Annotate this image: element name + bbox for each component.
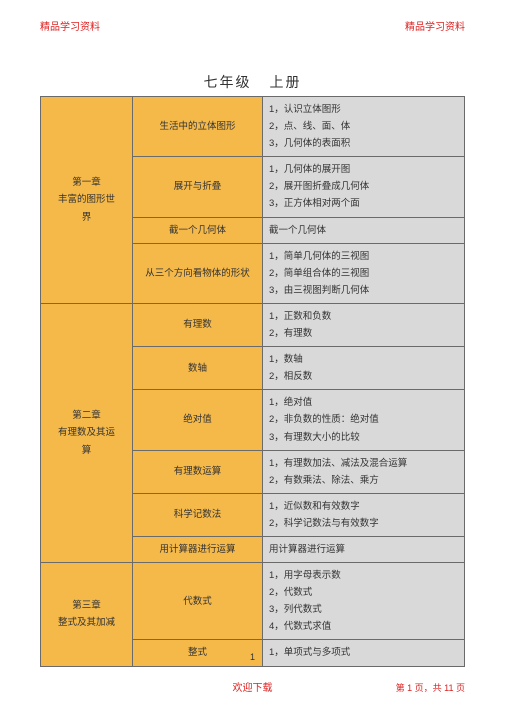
points-cell: 1，用字母表示数2，代数式3，列代数式4，代数式求值 xyxy=(263,563,465,640)
page-number: 1 xyxy=(0,652,505,662)
section-cell: 生活中的立体图形 xyxy=(133,97,263,157)
footer-right: 第 1 页，共 11 页 xyxy=(396,681,465,694)
section-cell: 截一个几何体 xyxy=(133,217,263,243)
section-cell: 绝对值 xyxy=(133,390,263,450)
points-cell: 截一个几何体 xyxy=(263,217,465,243)
points-cell: 1，正数和负数2，有理数 xyxy=(263,303,465,346)
chapter-cell: 第一章丰富的图形世界 xyxy=(41,97,133,304)
section-cell: 数轴 xyxy=(133,347,263,390)
title-grade: 七年级 xyxy=(204,74,252,90)
section-cell: 用计算器进行运算 xyxy=(133,536,263,562)
section-cell: 展开与折叠 xyxy=(133,157,263,217)
table-row: 第三章整式及其加减代数式1，用字母表示数2，代数式3，列代数式4，代数式求值 xyxy=(41,563,465,640)
points-cell: 1，有理数加法、减法及混合运算2，有数乘法、除法、乘方 xyxy=(263,450,465,493)
points-cell: 1，认识立体图形2，点、线、面、体3，几何体的表面积 xyxy=(263,97,465,157)
points-cell: 1，几何体的展开图2，展开图折叠成几何体3，正方体相对两个面 xyxy=(263,157,465,217)
title-volume: 上册 xyxy=(270,74,302,90)
section-cell: 代数式 xyxy=(133,563,263,640)
table-row: 第一章丰富的图形世界生活中的立体图形1，认识立体图形2，点、线、面、体3，几何体… xyxy=(41,97,465,157)
section-cell: 有理数 xyxy=(133,303,263,346)
points-cell: 用计算器进行运算 xyxy=(263,536,465,562)
section-cell: 科学记数法 xyxy=(133,493,263,536)
page-title: 七年级 上册 xyxy=(0,72,505,92)
chapter-cell: 第三章整式及其加减 xyxy=(41,563,133,666)
points-cell: 1，绝对值2，非负数的性质：绝对值3，有理数大小的比较 xyxy=(263,390,465,450)
table-row: 第二章有理数及其运算有理数1，正数和负数2，有理数 xyxy=(41,303,465,346)
outline-table: 第一章丰富的图形世界生活中的立体图形1，认识立体图形2，点、线、面、体3，几何体… xyxy=(40,96,465,667)
header-right: 精品学习资料 xyxy=(405,18,465,33)
chapter-cell: 第二章有理数及其运算 xyxy=(41,303,133,562)
section-cell: 从三个方向看物体的形状 xyxy=(133,243,263,303)
points-cell: 1，近似数和有效数字2，科学记数法与有效数字 xyxy=(263,493,465,536)
section-cell: 有理数运算 xyxy=(133,450,263,493)
points-cell: 1，简单几何体的三视图2，简单组合体的三视图3，由三视图判断几何体 xyxy=(263,243,465,303)
points-cell: 1，数轴2，相反数 xyxy=(263,347,465,390)
header-left: 精品学习资料 xyxy=(40,18,100,33)
